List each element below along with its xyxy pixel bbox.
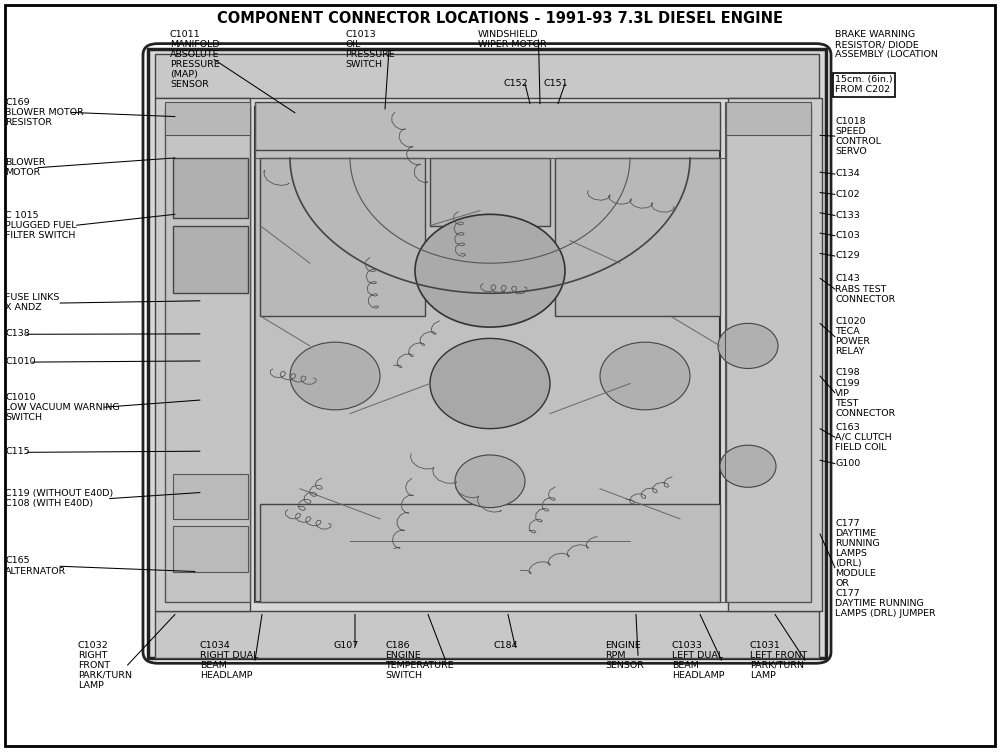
Bar <box>260 158 425 316</box>
Text: 15cm. (6in.)
FROM C202: 15cm. (6in.) FROM C202 <box>835 75 893 94</box>
Bar <box>155 98 250 611</box>
Text: C102: C102 <box>835 190 860 199</box>
Text: C1034
RIGHT DUAL
BEAM
HEADLAMP: C1034 RIGHT DUAL BEAM HEADLAMP <box>200 641 258 680</box>
Text: C1018
SPEED
CONTROL
SERVO: C1018 SPEED CONTROL SERVO <box>835 117 881 156</box>
Bar <box>165 107 250 602</box>
Text: C1020
TECA
POWER
RELAY: C1020 TECA POWER RELAY <box>835 317 870 356</box>
Text: C1033
LEFT DUAL
BEAM
HEADLAMP: C1033 LEFT DUAL BEAM HEADLAMP <box>672 641 724 680</box>
Text: C129: C129 <box>835 251 860 260</box>
Text: C163
A/C CLUTCH
FIELD COIL: C163 A/C CLUTCH FIELD COIL <box>835 423 892 452</box>
Text: G107: G107 <box>333 641 358 650</box>
Text: C119 (WITHOUT E40D)
C108 (WITH E40D): C119 (WITHOUT E40D) C108 (WITH E40D) <box>5 489 113 508</box>
Ellipse shape <box>720 445 776 487</box>
Text: C169
BLOWER MOTOR
RESISTOR: C169 BLOWER MOTOR RESISTOR <box>5 98 84 127</box>
Text: C 1015
PLUGGED FUEL
FILTER SWITCH: C 1015 PLUGGED FUEL FILTER SWITCH <box>5 211 77 240</box>
Text: C151: C151 <box>543 79 568 88</box>
Bar <box>173 226 248 293</box>
Text: COMPONENT CONNECTOR LOCATIONS - 1991-93 7.3L DIESEL ENGINE: COMPONENT CONNECTOR LOCATIONS - 1991-93 … <box>217 11 783 26</box>
Text: C165
ALTERNATOR: C165 ALTERNATOR <box>5 556 66 575</box>
Bar <box>173 526 248 572</box>
Bar <box>155 611 819 658</box>
Ellipse shape <box>455 455 525 508</box>
Bar <box>155 54 819 98</box>
Bar <box>148 49 826 658</box>
Ellipse shape <box>415 214 565 327</box>
Text: C138: C138 <box>5 329 30 338</box>
Bar <box>728 98 822 611</box>
Text: C143
RABS TEST
CONNECTOR: C143 RABS TEST CONNECTOR <box>835 274 895 304</box>
Text: C115: C115 <box>5 447 30 456</box>
Ellipse shape <box>430 338 550 429</box>
Text: C177
DAYTIME
RUNNING
LAMPS
(DRL)
MODULE
OR
C177
DAYTIME RUNNING
LAMPS (DRL) JUMP: C177 DAYTIME RUNNING LAMPS (DRL) MODULE … <box>835 519 936 618</box>
Bar <box>726 107 811 602</box>
Text: C152: C152 <box>503 79 528 88</box>
Bar <box>255 102 720 150</box>
Bar <box>555 158 720 316</box>
Ellipse shape <box>600 342 690 410</box>
Text: BLOWER
MOTOR: BLOWER MOTOR <box>5 158 46 177</box>
Ellipse shape <box>718 323 778 368</box>
Bar <box>173 474 248 519</box>
Bar <box>726 102 811 135</box>
Text: C1032
RIGHT
FRONT
PARK/TURN
LAMP: C1032 RIGHT FRONT PARK/TURN LAMP <box>78 641 132 690</box>
Bar <box>173 158 248 218</box>
Text: C1010: C1010 <box>5 357 36 366</box>
Text: G100: G100 <box>835 459 860 468</box>
Text: C1010
LOW VACUUM WARNING
SWITCH: C1010 LOW VACUUM WARNING SWITCH <box>5 393 120 422</box>
Text: C184: C184 <box>493 641 518 650</box>
Bar <box>430 158 550 226</box>
Text: C1011
MANIFOLD
ABSOLUTE
PRESSURE
(MAP)
SENSOR: C1011 MANIFOLD ABSOLUTE PRESSURE (MAP) S… <box>170 30 220 89</box>
Text: C133: C133 <box>835 211 860 220</box>
Ellipse shape <box>290 342 380 410</box>
Text: C186
ENGINE
TEMPERATURE
SWITCH: C186 ENGINE TEMPERATURE SWITCH <box>385 641 454 680</box>
Text: C103: C103 <box>835 231 860 240</box>
Text: C198
C199
VIP
TEST
CONNECTOR: C198 C199 VIP TEST CONNECTOR <box>835 368 895 417</box>
Bar <box>255 107 720 602</box>
Text: ENGINE
RPM
SENSOR: ENGINE RPM SENSOR <box>605 641 644 670</box>
Bar <box>165 102 250 135</box>
Text: C1031
LEFT FRONT
PARK/TURN
LAMP: C1031 LEFT FRONT PARK/TURN LAMP <box>750 641 807 680</box>
Bar <box>260 504 720 602</box>
Text: C1013
OIL
PRESSURE
SWITCH: C1013 OIL PRESSURE SWITCH <box>345 30 395 69</box>
Text: WINDSHIELD
WIPER MOTOR: WINDSHIELD WIPER MOTOR <box>478 30 547 49</box>
Text: C134: C134 <box>835 169 860 178</box>
Text: FUSE LINKS
X ANDZ: FUSE LINKS X ANDZ <box>5 293 59 312</box>
Text: BRAKE WARNING
RESISTOR/ DIODE
ASSEMBLY (LOCATION: BRAKE WARNING RESISTOR/ DIODE ASSEMBLY (… <box>835 30 938 59</box>
